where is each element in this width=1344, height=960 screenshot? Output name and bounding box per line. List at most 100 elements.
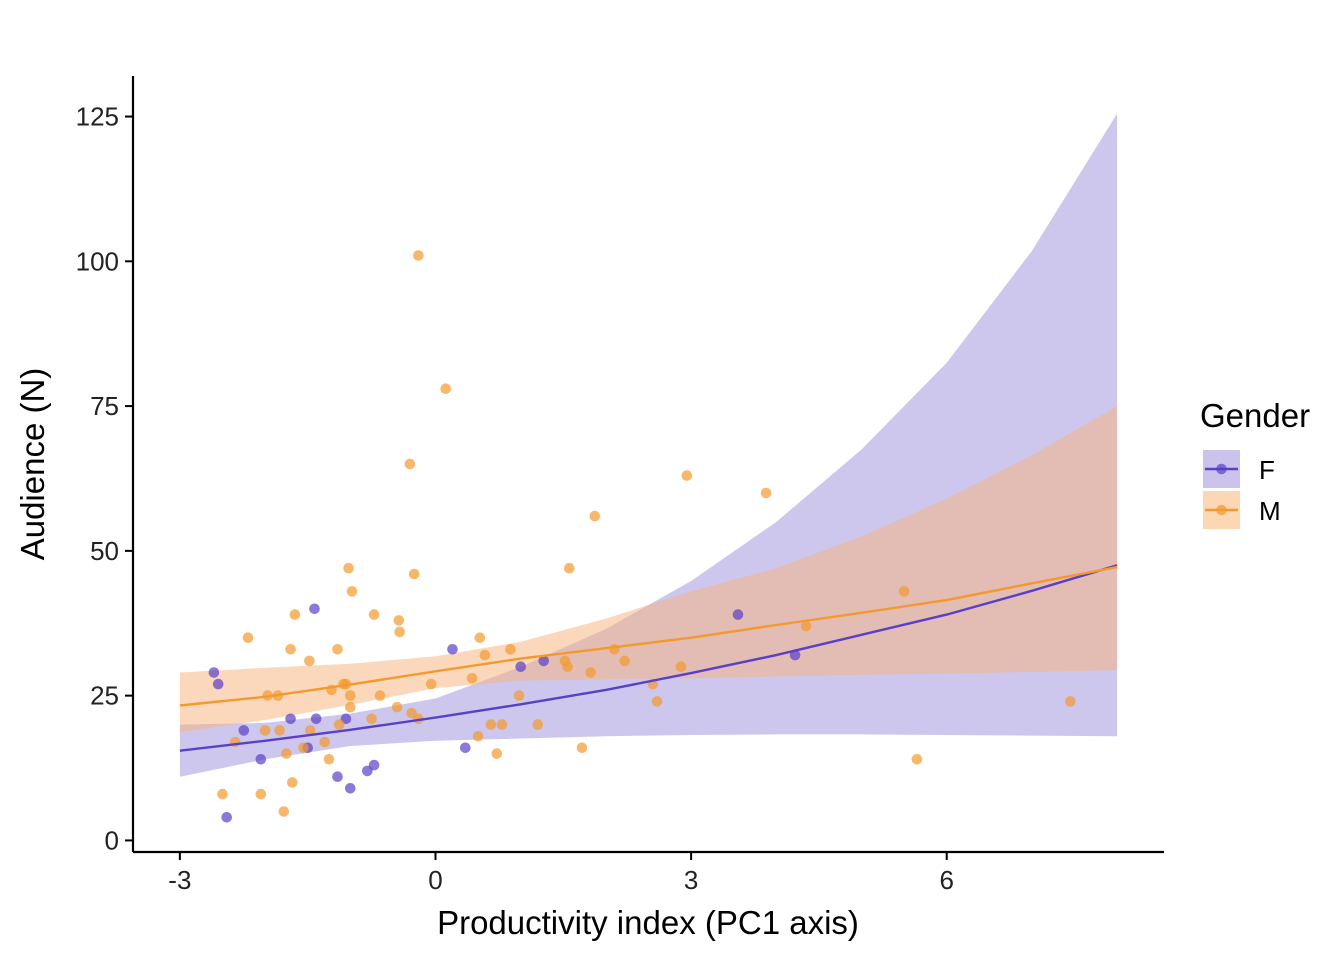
point-F	[310, 713, 322, 725]
point-M	[562, 661, 573, 672]
point-M	[800, 620, 812, 632]
point-F	[538, 655, 549, 667]
fit-line-M	[179, 565, 1118, 707]
fit-line-F	[179, 564, 1118, 752]
point-M	[366, 713, 377, 725]
legend-label-M: M	[1259, 496, 1281, 526]
point-M	[304, 655, 315, 667]
y-tick-label: 100	[76, 246, 119, 276]
point-M	[304, 725, 316, 736]
point-M	[343, 562, 354, 574]
point-M	[513, 690, 525, 701]
point-M	[345, 701, 356, 713]
legend: Gender FM	[1200, 397, 1310, 529]
point-M	[681, 470, 693, 481]
point-F	[345, 783, 356, 794]
legend-key-point	[1216, 504, 1227, 516]
point-M	[332, 644, 343, 655]
point-M	[281, 748, 292, 759]
point-M	[391, 701, 403, 713]
point-M	[345, 690, 356, 701]
point-M	[440, 383, 452, 395]
x-tick-label: 0	[428, 865, 442, 895]
point-F	[238, 725, 250, 736]
point-F	[447, 644, 458, 655]
point-F	[732, 609, 744, 620]
point-M	[532, 719, 543, 730]
point-F	[212, 678, 224, 690]
x-tick-label: 6	[939, 865, 953, 895]
point-M	[393, 615, 405, 626]
point-M	[289, 609, 301, 620]
point-M	[505, 644, 516, 655]
point-M	[675, 661, 687, 672]
x-axis-title: Productivity index (PC1 axis)	[437, 904, 859, 941]
point-M	[911, 754, 923, 765]
y-ticks: 0 25 50 75 100 125	[76, 102, 133, 855]
point-M	[589, 510, 601, 522]
point-M	[425, 678, 437, 690]
y-tick-label: 0	[105, 825, 119, 855]
point-F	[309, 603, 320, 615]
x-ticks: -3 0 3 6	[168, 852, 954, 895]
point-M	[394, 626, 406, 638]
point-M	[274, 725, 285, 736]
point-M	[564, 562, 575, 574]
point-M	[485, 719, 497, 730]
point-M	[333, 719, 345, 730]
point-F	[208, 667, 220, 678]
point-M	[496, 719, 508, 730]
y-tick-label: 50	[90, 536, 119, 566]
point-M	[319, 736, 331, 748]
legend-key-point	[1216, 463, 1227, 475]
y-tick-label: 25	[90, 681, 119, 711]
x-tick-label: -3	[168, 865, 191, 895]
point-F	[221, 812, 232, 823]
point-M	[472, 730, 484, 742]
point-M	[585, 667, 596, 678]
point-M	[474, 632, 486, 643]
ci-band-M	[179, 406, 1118, 733]
legend-title: Gender	[1200, 397, 1310, 434]
data-points	[208, 250, 1076, 823]
y-tick-label: 75	[90, 391, 119, 421]
point-M	[404, 458, 416, 470]
x-tick-label: 3	[684, 865, 698, 895]
point-M	[368, 609, 380, 620]
point-M	[1065, 696, 1076, 707]
point-M	[217, 788, 228, 800]
point-M	[760, 487, 772, 499]
point-F	[460, 742, 471, 754]
point-M	[259, 725, 271, 736]
point-M	[242, 632, 254, 643]
point-M	[898, 586, 910, 597]
point-M	[278, 806, 290, 817]
point-M	[466, 673, 478, 684]
legend-label-F: F	[1259, 455, 1275, 485]
fit-lines	[179, 564, 1118, 752]
point-M	[285, 644, 296, 655]
point-M	[287, 777, 298, 788]
point-F	[285, 713, 296, 725]
point-M	[255, 788, 267, 800]
point-F	[255, 754, 267, 765]
point-M	[479, 649, 491, 661]
point-F	[332, 771, 343, 782]
point-M	[408, 568, 420, 580]
point-M	[346, 586, 358, 597]
confidence-bands	[179, 113, 1118, 777]
point-M	[619, 655, 630, 667]
point-M	[491, 748, 503, 759]
point-M	[298, 742, 309, 754]
axes	[131, 76, 1164, 854]
point-M	[413, 250, 424, 261]
y-tick-label: 125	[76, 102, 119, 132]
point-M	[374, 690, 386, 701]
point-F	[368, 759, 380, 771]
point-F	[515, 661, 526, 672]
y-axis-title: Audience (N)	[14, 368, 51, 561]
point-M	[323, 754, 335, 765]
point-M	[651, 696, 663, 707]
point-M	[576, 742, 588, 754]
